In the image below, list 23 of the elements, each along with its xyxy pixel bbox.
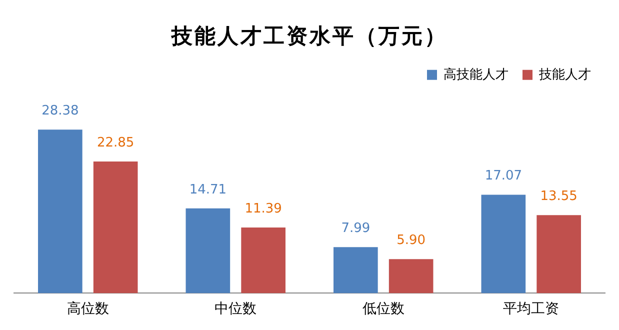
bar bbox=[388, 259, 434, 294]
bar bbox=[93, 161, 138, 294]
data-label: 22.85 bbox=[96, 135, 134, 150]
data-label: 28.38 bbox=[42, 103, 79, 118]
x-tick-label: 高位数 bbox=[66, 301, 109, 318]
bar bbox=[536, 215, 581, 294]
bar bbox=[481, 194, 526, 294]
data-label: 13.55 bbox=[540, 188, 578, 204]
data-label: 11.39 bbox=[244, 201, 282, 216]
x-tick-label: 中位数 bbox=[214, 301, 257, 318]
x-tick-label: 平均工资 bbox=[503, 301, 560, 318]
data-label: 14.71 bbox=[189, 182, 227, 198]
data-label: 7.99 bbox=[341, 221, 370, 236]
data-label: 5.90 bbox=[396, 233, 426, 248]
bar bbox=[38, 130, 82, 294]
data-label: 17.07 bbox=[484, 168, 522, 184]
bar bbox=[334, 247, 378, 294]
x-tick-label: 低位数 bbox=[362, 301, 404, 318]
chart-title: 技能人才工资水平（万元） bbox=[170, 22, 448, 50]
bar bbox=[186, 208, 230, 294]
bar bbox=[241, 228, 286, 294]
legend-label: 高技能人才 bbox=[444, 66, 508, 82]
legend-label: 技能人才 bbox=[538, 67, 591, 82]
